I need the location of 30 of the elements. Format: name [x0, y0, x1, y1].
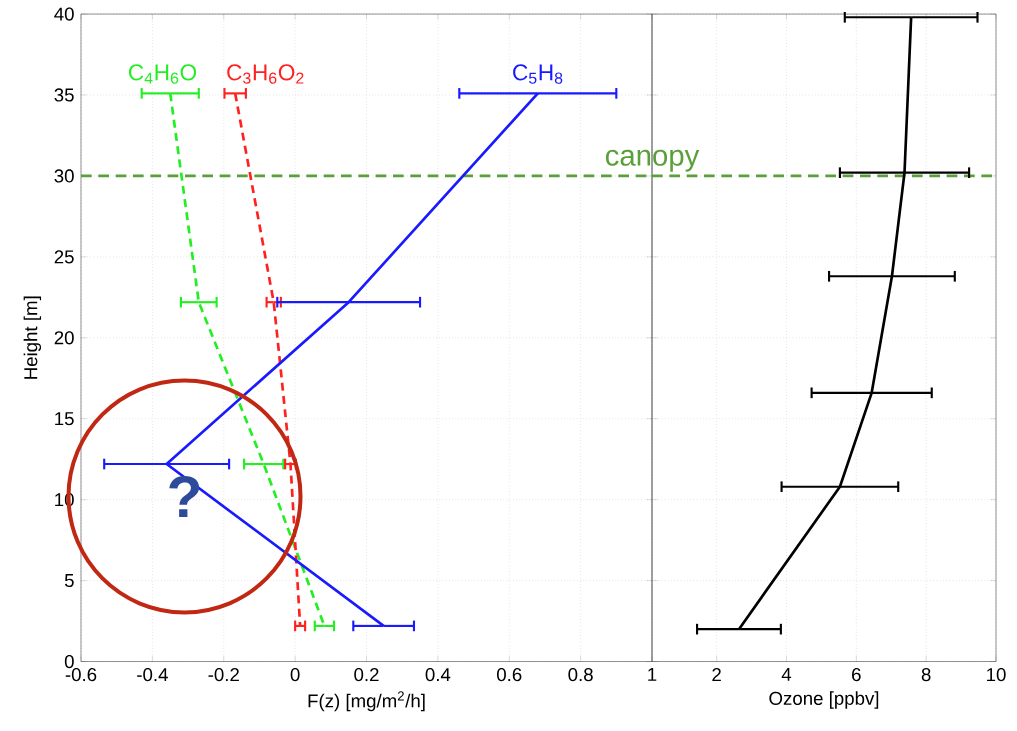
y-axis-title: Height [m] [23, 296, 42, 379]
x-axis-title: F(z) [mg/m$^{2}$/h] [308, 691, 425, 712]
x-tick-label: -0.2 [208, 667, 239, 682]
x-tick-label: 0 [290, 667, 300, 682]
x-tick-label: 2 [712, 667, 721, 682]
x-tick-label: 6 [852, 667, 861, 682]
series-label: C$_{4}$H$_{6}$O [128, 64, 197, 84]
x-tick-label: -0.4 [137, 667, 168, 682]
x-tick-label: 4 [781, 668, 792, 681]
y-tick-label: 15 [55, 412, 74, 426]
x-tick-label: 8 [921, 667, 931, 682]
series-label: C$_{3}$H$_{6}$O$_{2}$ [227, 64, 304, 84]
y-tick-label: 20 [54, 331, 74, 345]
x-tick-label: 1 [648, 668, 657, 681]
x-tick-label: 0.2 [354, 667, 379, 682]
ref-line-label: canopy [605, 149, 700, 172]
x-tick-label: 0.8 [568, 667, 593, 682]
y-tick-label: 30 [54, 169, 74, 183]
annotation: ? [169, 475, 200, 517]
y-tick-label: 5 [64, 574, 74, 588]
y-tick-label: 25 [54, 250, 74, 264]
y-tick-label: 0 [64, 654, 74, 669]
x-tick-label: 0.4 [425, 667, 451, 682]
x-tick-label: -0.6 [65, 667, 97, 682]
y-tick-label: 40 [54, 7, 74, 21]
x-tick-label: 0.6 [497, 667, 522, 682]
y-tick-label: 35 [54, 88, 74, 102]
series-label: C$_{5}$H$_{8}$ [513, 64, 563, 84]
x-tick-label: 10 [987, 667, 1006, 682]
x-axis-title: Ozone [ppbv] [769, 691, 879, 709]
